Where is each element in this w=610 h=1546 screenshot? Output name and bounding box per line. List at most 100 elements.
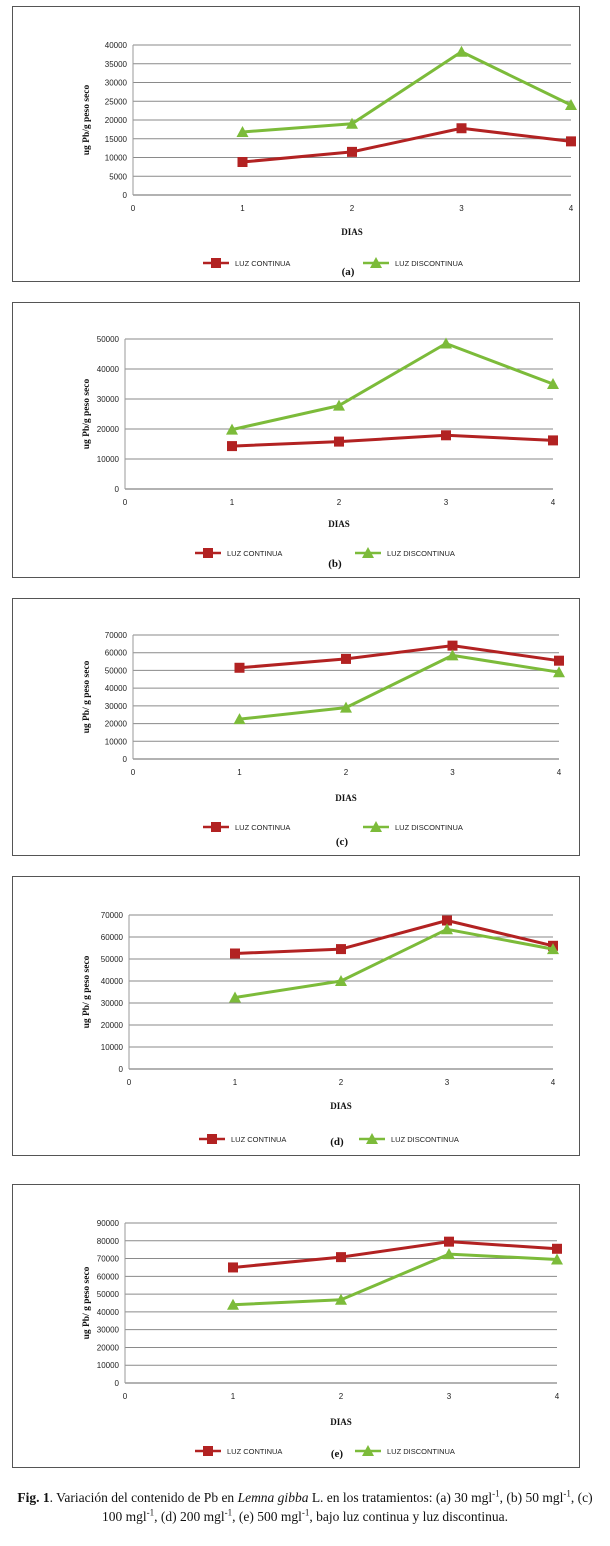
data-point <box>440 337 452 349</box>
y-tick-label: 60000 <box>101 933 124 942</box>
x-tick-label: 2 <box>350 204 355 213</box>
y-tick-label: 15000 <box>105 135 128 144</box>
legend-marker <box>370 821 382 832</box>
legend-marker <box>207 1134 217 1144</box>
legend-label: LUZ DISCONTINUA <box>391 1135 459 1144</box>
y-tick-label: 40000 <box>105 684 128 693</box>
data-point <box>226 423 238 435</box>
series-line <box>231 342 554 432</box>
x-tick-label: 4 <box>557 768 562 777</box>
y-tick-label: 40000 <box>97 1308 120 1317</box>
chart-svg-e: 0 10000 20000 30000 40000 50000 60000 70000 8000… <box>82 1219 563 1460</box>
y-axis-label: ug Pb/g peso seco <box>82 379 92 450</box>
y-tick-label: 0 <box>123 755 128 764</box>
legend-label: LUZ DISCONTINUA <box>387 1447 455 1456</box>
data-point <box>447 640 458 651</box>
x-tick-label: 4 <box>551 498 556 507</box>
panel-label: (c) <box>336 836 349 848</box>
y-axis-label: ug Pb/g peso seco <box>82 85 92 156</box>
series-line <box>231 433 554 448</box>
caption-species: Lemna gibba <box>237 1490 309 1505</box>
data-point <box>227 1298 239 1310</box>
data-point <box>335 975 347 986</box>
y-tick-label: 30000 <box>105 79 128 88</box>
y-tick-label: 20000 <box>101 1021 124 1030</box>
caption-sup: -1 <box>492 1488 500 1499</box>
figure-caption: Fig. 1. Variación del contenido de Pb en… <box>8 1488 602 1526</box>
series-line <box>232 1240 558 1269</box>
x-axis-label: DIAS <box>335 793 357 803</box>
chart-svg-d: 0 10000 20000 30000 40000 50000 60000 70000 0 1 2 3… <box>82 911 559 1148</box>
y-tick-label: 50000 <box>101 955 124 964</box>
y-tick-label: 0 <box>115 1379 120 1388</box>
y-tick-label: 40000 <box>105 41 128 50</box>
chart-svg-a: 0 5000 10000 15000 20000 25000 30000 35000 40000… <box>82 41 577 278</box>
y-tick-label: 20000 <box>97 1343 120 1352</box>
data-point <box>228 1262 238 1273</box>
y-tick-label: 0 <box>115 485 120 494</box>
y-tick-label: 50000 <box>105 666 128 675</box>
data-point <box>333 399 345 411</box>
data-point <box>236 126 249 137</box>
chart-panel-a: 0 5000 10000 15000 20000 25000 30000 35000 40000… <box>12 6 580 282</box>
data-point <box>346 117 358 129</box>
x-tick-label: 4 <box>555 1392 560 1401</box>
panel-label: (d) <box>330 1136 344 1148</box>
data-point <box>443 1248 455 1260</box>
data-point <box>229 991 241 1003</box>
data-point <box>334 436 344 447</box>
y-tick-label: 0 <box>119 1065 124 1074</box>
y-axis-label: ug Pb/ g peso seco <box>82 660 92 733</box>
legend-marker <box>362 547 374 558</box>
x-tick-label: 2 <box>339 1078 344 1087</box>
y-tick-label: 30000 <box>101 999 124 1008</box>
x-tick-label: 1 <box>237 768 242 777</box>
y-tick-label: 10000 <box>97 455 120 464</box>
y-axis-label: ug Pb/ g peso seco <box>82 1266 92 1339</box>
y-tick-label: 90000 <box>97 1219 120 1228</box>
panel-label: (e) <box>331 1448 344 1460</box>
y-tick-label: 20000 <box>105 720 128 729</box>
x-axis-label: DIAS <box>328 519 350 529</box>
y-tick-label: 35000 <box>105 60 128 69</box>
legend-marker <box>362 1445 374 1456</box>
y-tick-label: 70000 <box>105 631 128 640</box>
x-axis-label: DIAS <box>341 227 363 237</box>
legend-marker <box>203 1446 213 1456</box>
data-point <box>341 653 351 664</box>
series-line <box>239 653 560 721</box>
series-line <box>234 927 554 999</box>
legend-label: LUZ CONTINUA <box>235 823 290 832</box>
data-point <box>234 662 245 673</box>
caption-text-2: L. en los tratamientos: (a) 30 mgl <box>308 1490 493 1505</box>
data-point <box>335 1293 347 1305</box>
x-tick-label: 2 <box>337 498 342 507</box>
data-point <box>548 435 558 446</box>
data-point <box>547 378 559 389</box>
data-point <box>237 157 248 167</box>
legend-label: LUZ DISCONTINUA <box>387 549 455 558</box>
x-tick-label: 1 <box>233 1078 238 1087</box>
chart-svg-c: 0 10000 20000 30000 40000 50000 60000 70000 0 1 2 3… <box>82 631 565 848</box>
data-point <box>442 915 452 926</box>
data-point <box>233 713 246 725</box>
x-tick-label: 0 <box>131 768 136 777</box>
x-tick-label: 4 <box>569 204 574 213</box>
y-tick-label: 30000 <box>97 395 120 404</box>
data-point <box>347 146 357 157</box>
legend-marker <box>211 822 221 832</box>
caption-text-6: , (e) 500 mgl <box>232 1509 302 1524</box>
panel-label: (a) <box>342 266 355 278</box>
x-axis-label: DIAS <box>330 1101 352 1111</box>
caption-sup: -1 <box>146 1507 155 1518</box>
chart-svg-b: 0 10000 20000 30000 40000 50000 0 1 2 3 4 DIAS ug Pb… <box>82 335 559 570</box>
series-line <box>242 50 572 134</box>
x-tick-label: 1 <box>230 498 235 507</box>
x-tick-label: 3 <box>444 498 449 507</box>
y-tick-label: 70000 <box>101 911 124 920</box>
y-tick-label: 80000 <box>97 1237 120 1246</box>
y-tick-label: 60000 <box>97 1272 120 1281</box>
data-point <box>336 1252 346 1263</box>
legend-label: LUZ DISCONTINUA <box>395 823 463 832</box>
series-line <box>239 644 560 670</box>
